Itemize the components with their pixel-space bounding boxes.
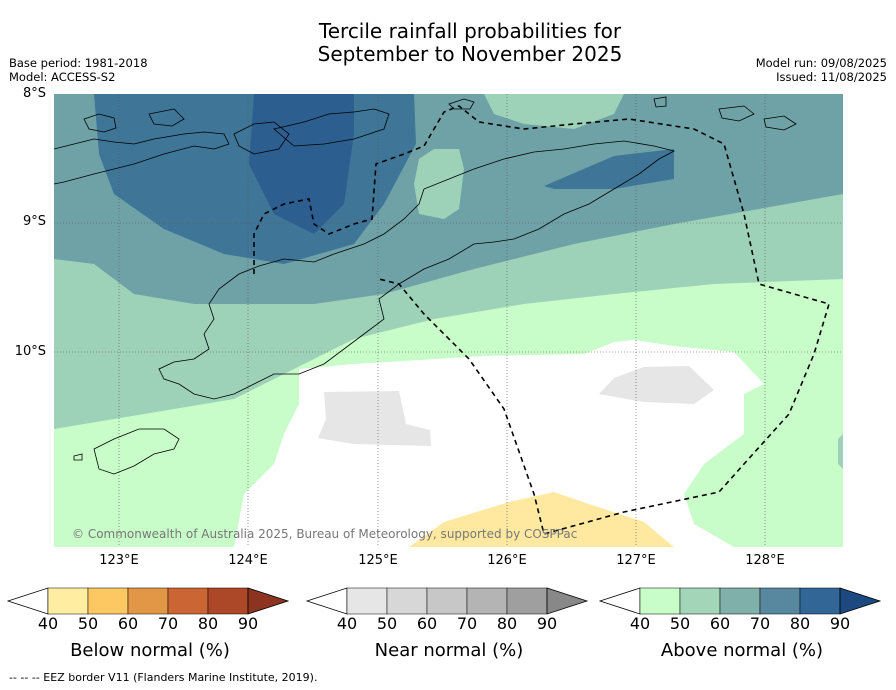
zone-above-50-north [484,94,624,129]
colorbar-segment [127,587,169,615]
tick-label: 70 [749,614,771,633]
eez-legend-note: -- -- -- EEZ border V11 (Flanders Marine… [9,671,318,684]
colorbar-segment [47,587,89,615]
zone-near-40-west [318,391,431,446]
lon-label-125e: 125°E [358,553,398,568]
colorbar-segment [167,587,209,615]
colorbar-extend-low [6,587,49,615]
tick-label: 90 [829,614,851,633]
tick-label: 70 [456,614,478,633]
colorbar-segment [426,587,468,615]
lon-label-126e: 126°E [487,553,527,568]
colorbar-segment [759,587,801,615]
colorbar-extend-low [598,587,641,615]
map-title: Tercile rainfall probabilities for Septe… [0,20,896,66]
lat-label-10s: 10°S [14,344,46,359]
colorbar-below-title: Below normal (%) [70,640,230,661]
lon-label-127e: 127°E [616,553,656,568]
tick-label: 80 [496,614,518,633]
tick-label: 50 [376,614,398,633]
tick-label: 90 [237,614,259,633]
lat-label-9s: 9°S [22,214,46,229]
lat-label-8s: 8°S [22,86,46,101]
lon-label-128e: 128°E [745,553,785,568]
graticule [54,94,843,547]
title-line-1: Tercile rainfall probabilities for [318,19,622,43]
copyright-notice: © Commonwealth of Australia 2025, Bureau… [72,527,577,541]
meta-left: Base period: 1981-2018 Model: ACCESS-S2 [9,56,148,84]
tick-label: 50 [77,614,99,633]
colorbar-segment [719,587,761,615]
tick-label: 40 [629,614,651,633]
colorbar-segment [639,587,681,615]
zone-above-50-islet [414,149,464,219]
coastlines [54,96,797,475]
meta-right: Model run: 09/08/2025 Issued: 11/08/2025 [756,56,887,84]
tick-label: 60 [709,614,731,633]
colorbar-segment [386,587,428,615]
colorbar-extend-low [305,587,348,615]
issued-date: Issued: 11/08/2025 [776,70,887,84]
colorbar-segment [799,587,841,615]
tick-label: 70 [157,614,179,633]
colorbar-segment [506,587,548,615]
lon-label-124e: 124°E [228,553,268,568]
colorbar-extend-high [247,587,290,615]
zone-below-40 [409,492,674,547]
colorbar-near-normal [305,587,589,615]
colorbar-segment [87,587,129,615]
model-name: Model: ACCESS-S2 [9,70,116,84]
tick-label: 50 [669,614,691,633]
colorbar-extend-high [546,587,589,615]
tick-label: 40 [37,614,59,633]
colorbar-above-normal [598,587,882,615]
eez-border [253,105,830,535]
colorbar-segment [207,587,249,615]
colorbar-near-title: Near normal (%) [374,640,524,661]
base-period: Base period: 1981-2018 [9,56,148,70]
tick-label: 80 [197,614,219,633]
zone-above-50-east-edge [838,434,843,469]
tick-label: 40 [336,614,358,633]
rainfall-probability-map: © Commonwealth of Australia 2025, Bureau… [54,94,843,547]
colorbar-segment [679,587,721,615]
tick-label: 80 [789,614,811,633]
model-run: Model run: 09/08/2025 [755,56,887,70]
colorbar-below-normal [6,587,290,615]
zone-near-40-east [599,366,714,404]
lon-label-123e: 123°E [99,553,139,568]
colorbar-segment [466,587,508,615]
tick-label: 60 [117,614,139,633]
colorbar-above-title: Above normal (%) [660,640,824,661]
tick-label: 90 [536,614,558,633]
colorbar-extend-high [839,587,882,615]
tick-label: 60 [416,614,438,633]
zone-above-70-east [544,149,674,189]
colorbar-segment [346,587,388,615]
title-line-2: September to November 2025 [317,42,623,66]
